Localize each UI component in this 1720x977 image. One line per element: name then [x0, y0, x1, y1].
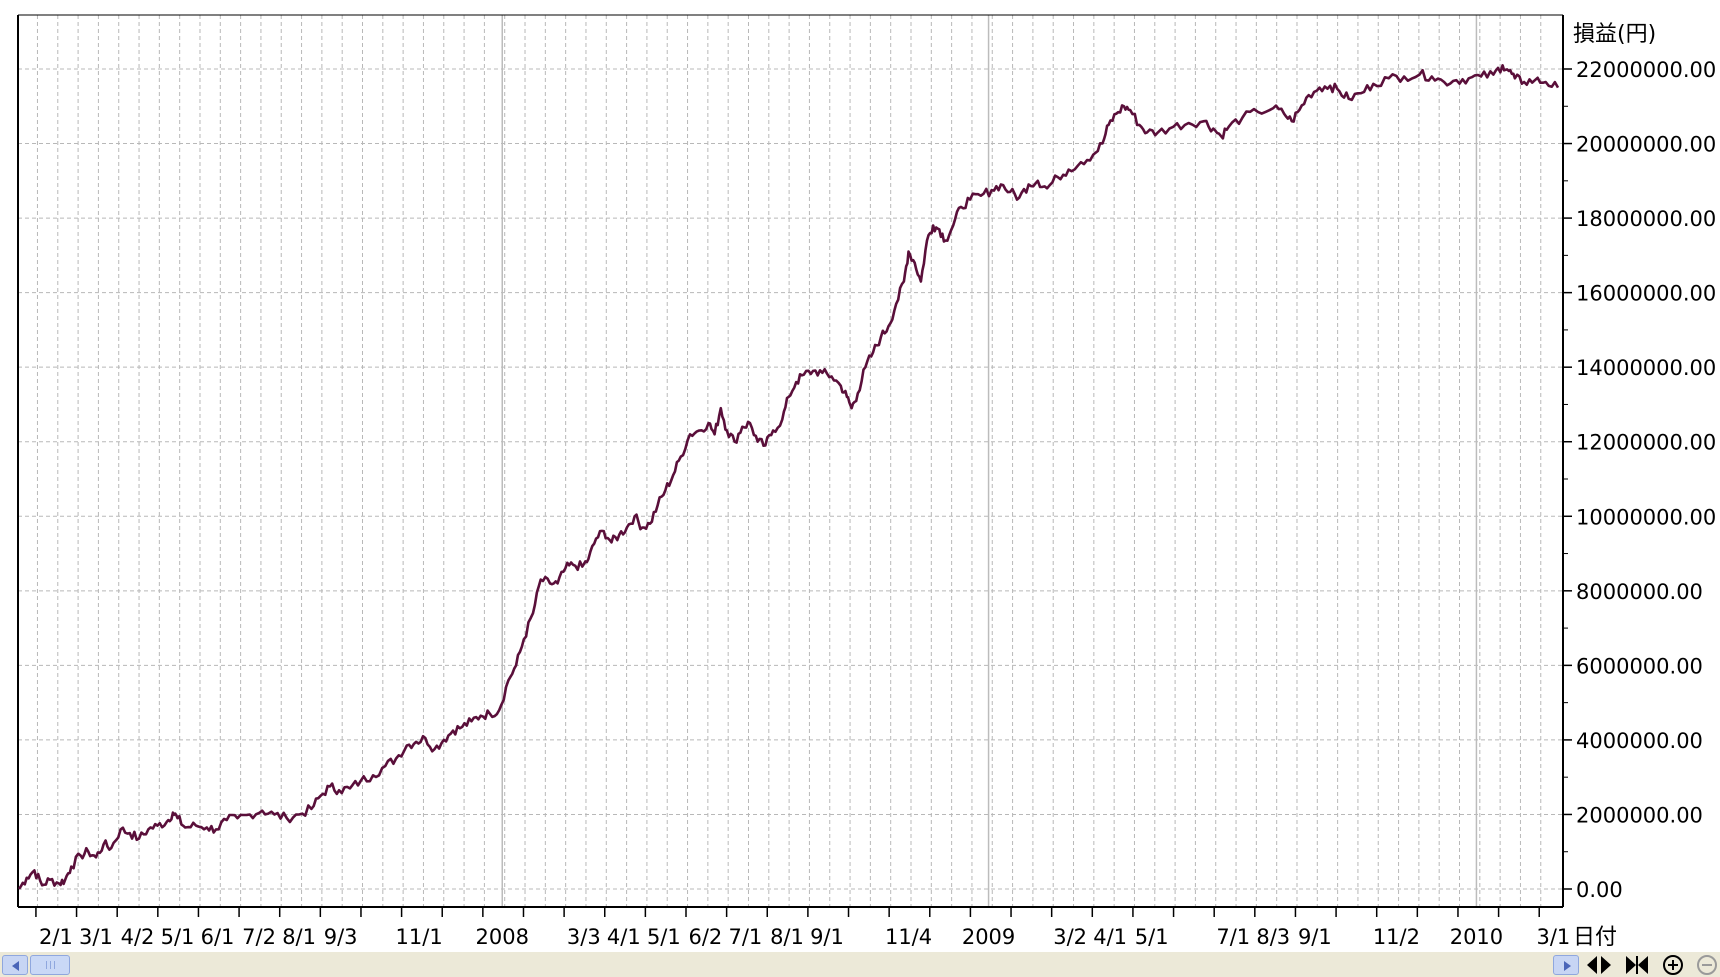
y-tick-label: 0.00: [1576, 878, 1623, 902]
x-tick-label: 7/1: [1216, 925, 1250, 949]
x-tick-label: 9/1: [810, 925, 844, 949]
scroll-left-icon: [12, 961, 19, 971]
y-tick-label: 10000000.00: [1576, 505, 1716, 529]
zoom-in-button[interactable]: [1660, 953, 1690, 977]
chart-svg: 0.00 2000000.00 4000000.00 6000000.00 800000…: [17, 14, 1716, 950]
x-axis: 2/1 3/1 4/2 5/1 6/1 7/2 8/1 9/3 11/1 2008 3/3 4/1 5/…: [35, 907, 1570, 949]
zoom-out-icon: [1697, 955, 1717, 975]
x-tick-label: 9/3: [324, 925, 358, 949]
scroll-right-icon: [1564, 961, 1571, 971]
x-tick-label: 2009: [962, 925, 1015, 949]
x-tick-label: 8/1: [770, 925, 804, 949]
y-tick-label: 2000000.00: [1576, 803, 1703, 827]
x-tick-label: 3/2: [1053, 925, 1087, 949]
expand-horizontal-icon: [1587, 956, 1611, 974]
x-tick-label: 11/1: [396, 925, 443, 949]
horizontal-scrollbar[interactable]: [0, 952, 1720, 977]
y-tick-label: 6000000.00: [1576, 654, 1703, 678]
x-tick-label: 6/1: [201, 925, 235, 949]
y-tick-label: 20000000.00: [1576, 133, 1716, 157]
scroll-left-button[interactable]: [2, 955, 28, 975]
x-tick-label: 4/1: [1093, 925, 1127, 949]
compress-horizontal-icon: [1626, 956, 1648, 974]
series-line: [17, 64, 1560, 890]
x-tick-label: 2/1: [39, 925, 73, 949]
x-tick-label: 5/1: [161, 925, 195, 949]
x-tick-label: 4/2: [121, 925, 155, 949]
grid: [18, 15, 1563, 907]
x-tick-label: 4/1: [607, 925, 641, 949]
x-tick-label: 8/3: [1256, 925, 1290, 949]
y-tick-label: 12000000.00: [1576, 431, 1716, 455]
x-tick-label: 9/1: [1298, 925, 1332, 949]
x-tick-label: 5/1: [1135, 925, 1169, 949]
zoom-out-button[interactable]: [1694, 953, 1720, 977]
expand-horizontal-button[interactable]: [1584, 953, 1614, 977]
x-tick-label: 3/1: [79, 925, 113, 949]
compress-horizontal-button[interactable]: [1622, 953, 1652, 977]
x-tick-label: 8/1: [282, 925, 316, 949]
x-tick-label: 11/4: [885, 925, 932, 949]
y-tick-label: 14000000.00: [1576, 356, 1716, 380]
series-layer: [17, 64, 1560, 890]
x-tick-label: 3/3: [567, 925, 601, 949]
x-tick-label: 5/1: [647, 925, 681, 949]
scroll-thumb[interactable]: [30, 955, 70, 975]
y-tick-label: 16000000.00: [1576, 282, 1716, 306]
x-tick-label: 3/1: [1536, 925, 1570, 949]
y-axis-title: 損益(円): [1573, 22, 1656, 47]
y-tick-label: 18000000.00: [1576, 207, 1716, 231]
plot-frame: [17, 14, 1564, 908]
y-tick-label: 8000000.00: [1576, 580, 1703, 604]
y-tick-label: 22000000.00: [1576, 58, 1716, 82]
y-tick-label: 4000000.00: [1576, 729, 1703, 753]
scroll-right-button[interactable]: [1553, 955, 1579, 975]
x-tick-label: 2010: [1450, 925, 1503, 949]
x-tick-label: 7/2: [242, 925, 276, 949]
x-axis-title: 日付: [1573, 925, 1617, 950]
x-tick-label: 7/1: [729, 925, 763, 949]
x-tick-label: 6/2: [688, 925, 722, 949]
zoom-in-icon: [1663, 955, 1683, 975]
x-tick-label: 2008: [476, 925, 529, 949]
y-axis: 0.00 2000000.00 4000000.00 6000000.00 800000…: [1563, 58, 1716, 902]
x-tick-label: 11/2: [1373, 925, 1420, 949]
